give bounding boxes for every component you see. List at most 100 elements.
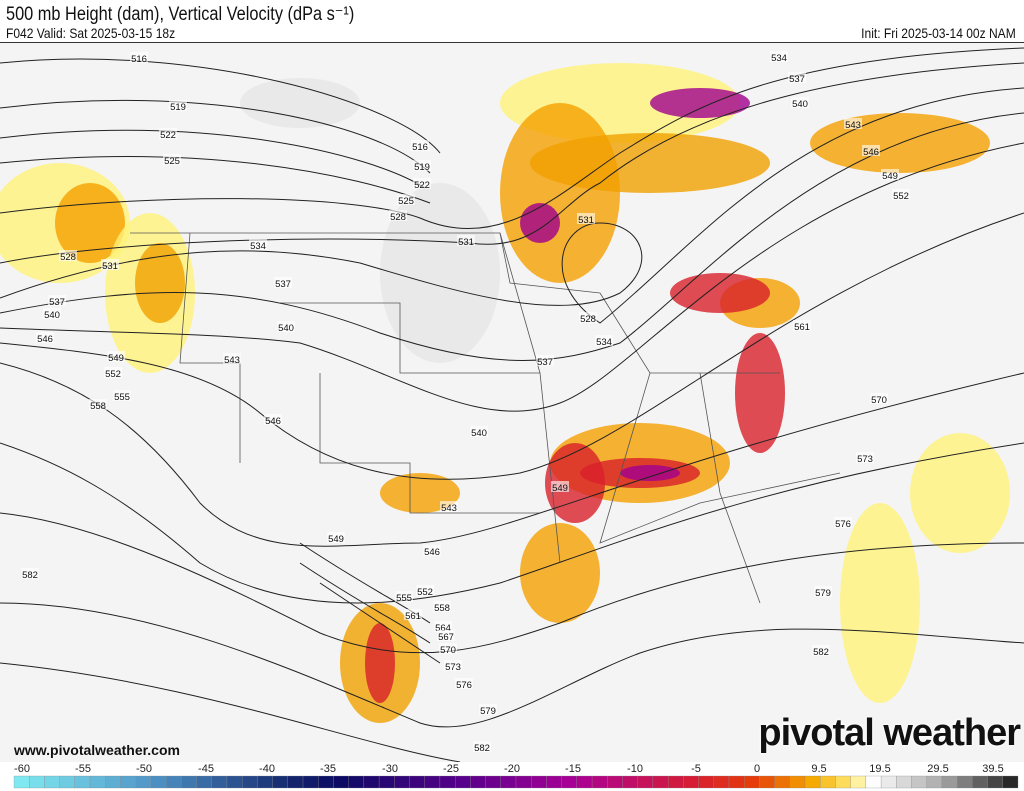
colorbar-label: -60 xyxy=(14,763,30,775)
velocity-area xyxy=(135,243,185,323)
contour-label: 561 xyxy=(405,611,421,622)
contour-label: 549 xyxy=(882,171,898,182)
init-time: Init: Fri 2025-03-14 00z NAM xyxy=(861,25,1016,41)
contour-label: 525 xyxy=(398,196,414,207)
velocity-area xyxy=(650,88,750,118)
colorbar-swatch xyxy=(439,775,456,789)
colorbar-swatch xyxy=(165,775,182,789)
contour-label: 537 xyxy=(275,279,291,290)
colorbar-swatch xyxy=(500,775,517,789)
colorbar-swatch xyxy=(211,775,228,789)
contour-line xyxy=(0,442,1024,604)
colorbar-swatch xyxy=(698,775,714,789)
contour-label: 516 xyxy=(412,142,428,153)
contour-line xyxy=(0,47,1024,229)
contour-label: 576 xyxy=(835,519,851,530)
velocity-area xyxy=(670,273,770,313)
velocity-area xyxy=(910,433,1010,553)
contour-label: 534 xyxy=(250,241,266,252)
border-line xyxy=(280,302,540,374)
colorbar-swatch xyxy=(607,775,623,789)
colorbar-swatch xyxy=(652,775,669,789)
colorbar-swatch xyxy=(744,775,760,789)
contour-label: 555 xyxy=(114,392,130,403)
contour-label: 528 xyxy=(390,212,406,223)
pivotal-weather-logo: pivotal weather xyxy=(758,712,1021,754)
colorbar-label: -40 xyxy=(259,763,275,775)
colorbar-label: 29.5 xyxy=(927,763,948,775)
colorbar-label: 9.5 xyxy=(811,763,826,775)
colorbar-label: 39.5 xyxy=(982,763,1003,775)
colorbar-swatch xyxy=(135,775,152,789)
colorbar-swatch xyxy=(89,775,106,789)
colorbar-swatch xyxy=(987,775,1003,789)
velocity-area xyxy=(500,103,620,283)
colorbar-swatch xyxy=(363,775,380,789)
contour-label: 564 xyxy=(435,623,451,634)
contour-line xyxy=(0,129,426,189)
border-line xyxy=(699,372,761,604)
colorbar-swatch xyxy=(591,775,608,789)
website-link[interactable]: www.pivotalweather.com xyxy=(14,742,180,758)
contour-label: 534 xyxy=(771,53,787,64)
colorbar-swatch xyxy=(485,775,501,789)
contour-label: 579 xyxy=(480,706,496,717)
velocity-area xyxy=(735,333,785,453)
contour-label: 537 xyxy=(49,297,65,308)
colorbar-swatch xyxy=(74,775,91,789)
contour-label: 519 xyxy=(414,162,430,173)
contour-label: 528 xyxy=(580,314,596,325)
colorbar-swatch xyxy=(29,775,45,789)
contour-line xyxy=(0,212,1024,480)
contour-label: 528 xyxy=(60,252,76,263)
contour-label: 540 xyxy=(44,310,60,321)
border-line xyxy=(130,232,601,294)
border-line xyxy=(599,292,780,374)
border-line xyxy=(319,373,540,514)
contour-label: 540 xyxy=(792,99,808,110)
colorbar-swatch xyxy=(287,775,304,789)
colorbar-swatch xyxy=(120,775,136,789)
colorbar-swatch xyxy=(257,775,273,789)
contour-label: 567 xyxy=(438,632,454,643)
velocity-area xyxy=(620,465,680,481)
contour-label: 522 xyxy=(414,180,430,191)
colorbar-swatch xyxy=(409,775,425,789)
colorbar-swatch xyxy=(911,775,927,789)
colorbar-label: -50 xyxy=(136,763,152,775)
contour-label: 579 xyxy=(815,588,831,599)
colorbar-swatch xyxy=(972,775,988,789)
colorbar-swatch xyxy=(105,775,121,789)
colorbar-swatch xyxy=(181,775,197,789)
contour-label: 546 xyxy=(37,334,53,345)
colorbar-swatch xyxy=(378,775,395,789)
colorbar-swatch xyxy=(242,775,258,789)
contour-line xyxy=(0,87,1024,324)
contour-label: 540 xyxy=(471,428,487,439)
colorbar-swatch xyxy=(44,775,60,789)
contour-line xyxy=(0,142,1024,412)
colorbar-swatch xyxy=(941,775,958,789)
velocity-area xyxy=(840,503,920,703)
colorbar-swatch xyxy=(348,775,365,789)
contour-label: 582 xyxy=(22,570,38,581)
colorbar-swatch xyxy=(774,775,790,789)
colorbar: -60 -55 -50 -45 -40 -35 -30 -25 -20 -15 -10 -5 0 9.5 1… xyxy=(13,763,1019,789)
velocity-area xyxy=(55,183,125,263)
colorbar-swatch xyxy=(59,775,75,789)
contour-label: 537 xyxy=(789,74,805,85)
colorbar-swatch xyxy=(896,775,912,789)
colorbar-swatch xyxy=(713,775,730,789)
contour-label: 582 xyxy=(474,743,490,754)
contour-label: 582 xyxy=(813,647,829,658)
contour-label: 558 xyxy=(90,401,106,412)
colorbar-label: -45 xyxy=(198,763,214,775)
colorbar-swatch xyxy=(804,775,821,789)
colorbar-swatch xyxy=(13,775,30,789)
colorbar-swatch xyxy=(561,775,577,789)
colorbar-swatch xyxy=(728,775,745,789)
colorbar-swatch xyxy=(455,775,471,789)
colorbar-swatch xyxy=(531,775,547,789)
colorbar-swatch xyxy=(576,775,593,789)
contour-line xyxy=(0,58,441,154)
